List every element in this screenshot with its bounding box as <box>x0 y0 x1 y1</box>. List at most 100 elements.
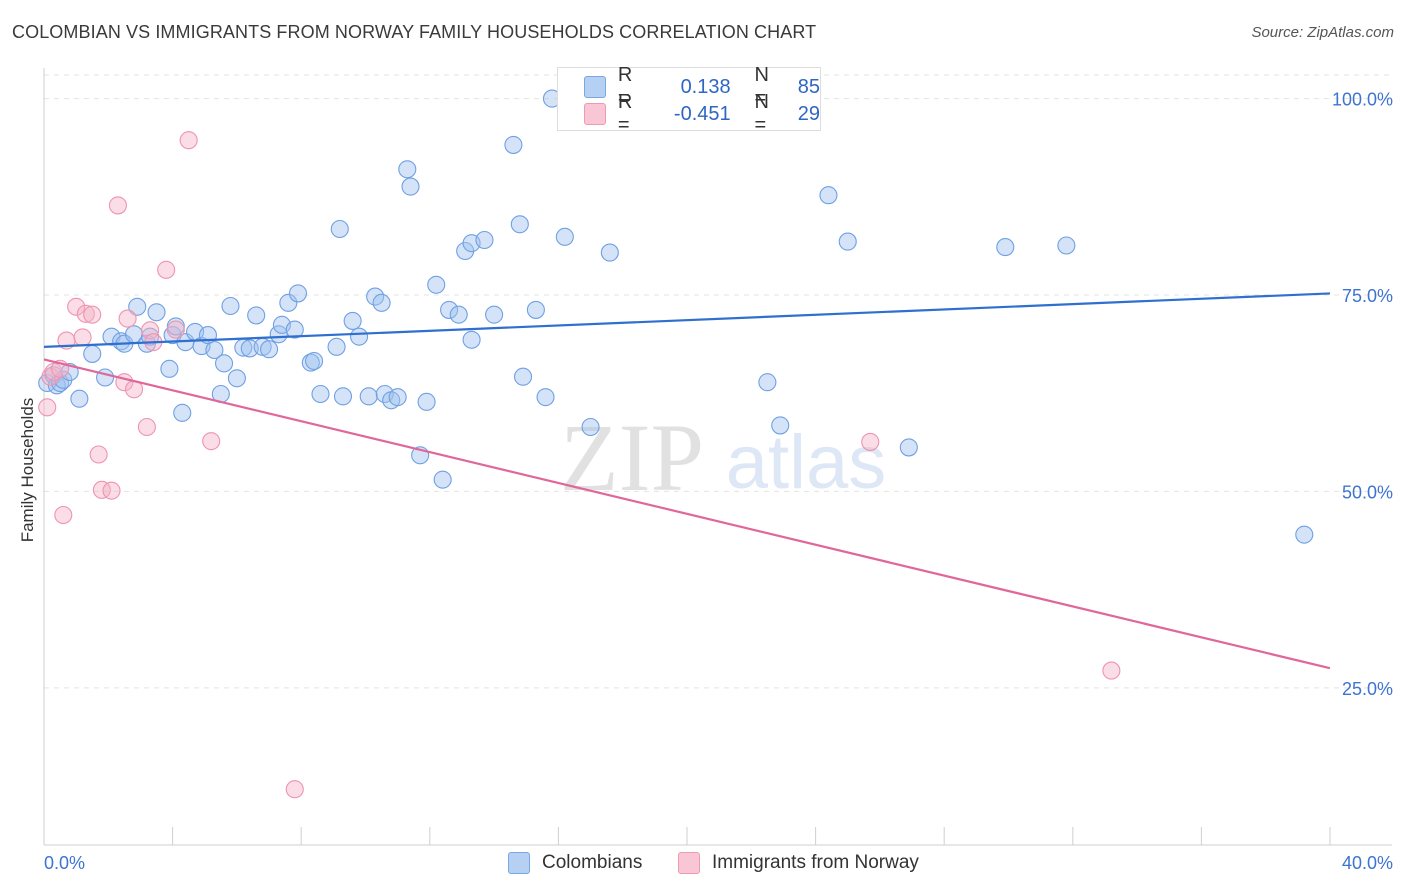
colombian-point <box>359 387 378 406</box>
colombian-point <box>526 300 545 319</box>
r-value: 0.138 <box>680 75 731 98</box>
norway-point <box>1102 661 1121 680</box>
colombian-point <box>388 388 407 407</box>
r-label: R = <box>617 64 633 109</box>
y-tick-label: 75.0% <box>1342 286 1393 306</box>
legend-swatch-blue <box>584 76 606 98</box>
tick-labels: 25.0% 50.0% 75.0% 100.0% 0.0% 40.0% <box>44 90 1393 873</box>
legend-swatch-blue <box>508 852 530 874</box>
norway-point <box>202 432 221 451</box>
norway-point <box>54 505 73 525</box>
colombian-point <box>758 373 777 392</box>
trend-line-norway <box>43 358 1331 670</box>
colombian-point <box>475 230 494 250</box>
colombian-point <box>996 238 1015 257</box>
n-label: N = <box>754 91 769 136</box>
colombian-point <box>221 296 240 316</box>
colombian-point <box>330 219 349 239</box>
norway-point <box>73 328 92 347</box>
legend-label-colombians: Colombians <box>542 852 643 873</box>
colombian-point <box>417 392 436 411</box>
r-value: -0.451 <box>673 102 731 125</box>
colombian-point <box>327 337 346 356</box>
legend-swatch-pink <box>584 103 606 125</box>
colombian-point <box>440 300 459 319</box>
colombian-point <box>581 417 600 437</box>
colombian-point <box>343 311 362 330</box>
norway-point <box>89 445 108 464</box>
r-label: R = <box>617 91 633 136</box>
colombian-point <box>259 340 279 359</box>
colombian-point <box>214 354 234 373</box>
colombian-point <box>899 438 918 457</box>
legend-label-norway: Immigrants from Norway <box>712 852 919 873</box>
colombian-point <box>513 367 533 386</box>
n-value: 29 <box>797 102 821 125</box>
colombian-point <box>462 330 481 349</box>
norway-point <box>166 320 185 339</box>
legend-item-norway: Immigrants from Norway <box>678 852 919 874</box>
norway-point <box>137 417 156 437</box>
colombian-point <box>536 388 555 407</box>
colombian-point <box>427 275 446 294</box>
colombian-point <box>555 227 574 246</box>
colombian-point <box>433 470 452 489</box>
colombian-point <box>160 359 179 378</box>
colombian-point <box>205 340 224 360</box>
norway-point <box>285 780 304 799</box>
norway-point <box>83 305 102 324</box>
colombian-point <box>83 344 102 363</box>
series-legend: Colombians Immigrants from Norway <box>0 852 1406 878</box>
norway-point <box>861 432 880 451</box>
axes <box>43 68 1392 846</box>
series-colombians <box>38 89 1314 544</box>
y-tick-label: 100.0% <box>1332 90 1393 110</box>
source-label: Source: ZipAtlas.com <box>1251 24 1394 41</box>
correlation-legend: R = 0.138 N = 85 R = -0.451 N = 29 <box>557 64 821 136</box>
watermark-atlas: atlas <box>726 420 887 505</box>
n-value: 85 <box>797 75 821 98</box>
colombian-point <box>1295 525 1314 544</box>
legend-swatch-pink <box>678 852 700 874</box>
norway-point <box>76 304 95 323</box>
x-tick-label-max: 40.0% <box>1342 853 1393 873</box>
colombian-point <box>70 389 89 408</box>
legend-row-norway: R = -0.451 N = 29 <box>584 91 821 136</box>
colombian-point <box>305 351 324 371</box>
legend-row-colombians: R = 0.138 N = 85 <box>584 64 821 109</box>
trend-line-colombians <box>43 292 1331 348</box>
colombian-point <box>227 369 246 388</box>
gridlines <box>44 74 1392 689</box>
colombian-point <box>173 403 192 422</box>
colombian-point <box>819 186 838 205</box>
colombian-point <box>288 284 308 303</box>
norway-point <box>92 480 111 499</box>
colombian-point <box>147 303 166 322</box>
colombian-point <box>504 135 523 154</box>
colombian-point <box>838 232 857 251</box>
colombian-point <box>398 160 417 179</box>
colombian-point <box>449 305 468 324</box>
trend-lines <box>43 292 1331 670</box>
colombian-point <box>600 243 619 262</box>
colombian-point <box>350 327 369 346</box>
colombian-point <box>247 306 266 325</box>
colombian-point <box>128 297 147 316</box>
colombian-point <box>301 353 320 372</box>
n-label: N = <box>754 64 769 109</box>
colombian-point <box>485 305 504 324</box>
series-norway <box>38 131 1121 799</box>
y-tick-label: 25.0% <box>1342 679 1393 699</box>
norway-point <box>141 321 160 340</box>
colombian-point <box>141 327 160 346</box>
norway-point <box>102 481 121 500</box>
colombian-point <box>771 416 790 435</box>
colombian-point <box>1057 236 1076 255</box>
colombian-point <box>401 177 420 196</box>
norway-point <box>157 260 176 279</box>
colombian-point <box>285 320 304 339</box>
norway-point <box>179 131 198 150</box>
colombian-point <box>333 387 353 406</box>
colombian-point <box>372 293 391 312</box>
